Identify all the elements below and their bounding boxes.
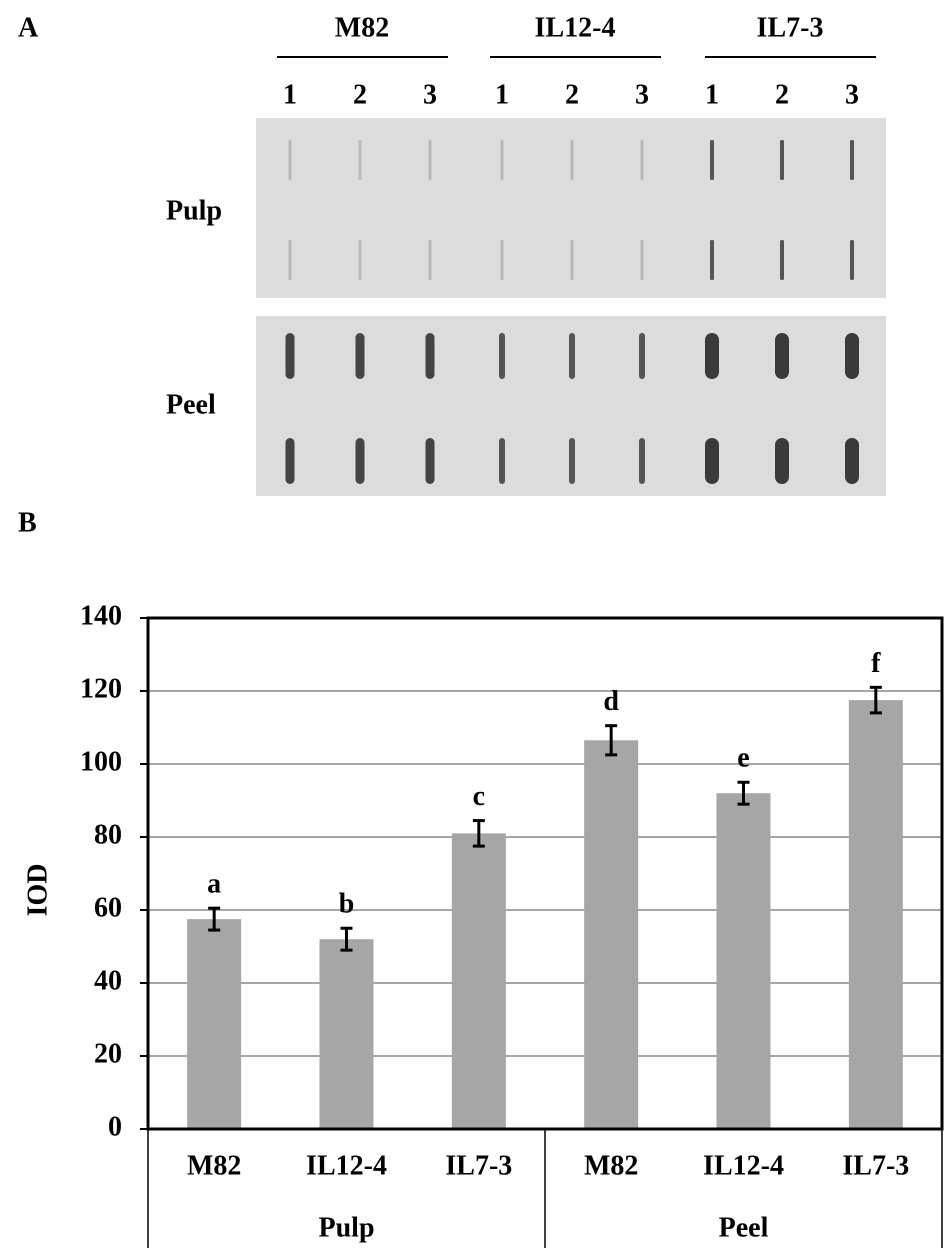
annotation: a — [207, 869, 221, 900]
group-label: IL12-4 — [535, 12, 616, 43]
group-label: Pulp — [318, 1212, 374, 1243]
blot-band — [775, 333, 789, 379]
y-tick-label: 0 — [108, 1111, 122, 1142]
blot-band — [780, 140, 784, 180]
blot-band — [426, 438, 435, 484]
blot-band — [571, 240, 574, 280]
blot-band — [780, 240, 784, 280]
blot-band — [639, 438, 645, 484]
blot-band — [356, 333, 365, 379]
lane-label: 2 — [565, 79, 579, 110]
blot-band — [426, 333, 435, 379]
x-tick-label: M82 — [584, 1150, 638, 1181]
blot-band — [286, 333, 295, 379]
blot-band — [499, 438, 505, 484]
x-tick-label: IL7-3 — [445, 1150, 512, 1181]
blot-band — [639, 333, 645, 379]
blot-band — [359, 140, 362, 180]
lane-label: 2 — [353, 79, 367, 110]
annotation: f — [871, 648, 881, 679]
blot-band — [499, 333, 505, 379]
bar — [849, 700, 903, 1129]
blot-band — [429, 140, 432, 180]
panel-label: B — [18, 507, 37, 538]
blot-band — [289, 240, 292, 280]
blot-band — [569, 438, 575, 484]
bar — [452, 833, 506, 1129]
y-tick-label: 80 — [94, 819, 122, 850]
row-label: Pulp — [166, 195, 222, 226]
y-tick-label: 120 — [80, 673, 122, 704]
lane-label: 3 — [423, 79, 437, 110]
y-axis-label: IOD — [22, 864, 53, 917]
blot-band — [356, 438, 365, 484]
y-tick-label: 60 — [94, 892, 122, 923]
annotation: e — [737, 743, 749, 774]
lane-label: 1 — [705, 79, 719, 110]
x-tick-label: M82 — [187, 1150, 241, 1181]
group-label: M82 — [335, 12, 389, 43]
blot-band — [641, 140, 644, 180]
y-tick-label: 20 — [94, 1038, 122, 1069]
blot-band — [359, 240, 362, 280]
annotation: c — [473, 781, 485, 812]
bar — [717, 793, 771, 1129]
lane-label: 3 — [635, 79, 649, 110]
blot-band — [641, 240, 644, 280]
row-label: Peel — [166, 389, 216, 420]
blot-band — [569, 333, 575, 379]
blot-band — [710, 140, 714, 180]
blot-band — [845, 438, 859, 484]
bar — [584, 740, 638, 1129]
blot-band — [429, 240, 432, 280]
blot-band — [850, 140, 854, 180]
blot-band — [705, 438, 719, 484]
bar — [320, 939, 374, 1129]
bar — [187, 919, 241, 1129]
blot-band — [775, 438, 789, 484]
x-tick-label: IL7-3 — [842, 1150, 909, 1181]
x-tick-label: IL12-4 — [703, 1150, 784, 1181]
y-tick-label: 140 — [80, 600, 122, 631]
lane-label: 3 — [845, 79, 859, 110]
lane-label: 2 — [775, 79, 789, 110]
annotation: b — [339, 889, 355, 920]
plot-frame — [148, 618, 942, 1129]
blot-band — [705, 333, 719, 379]
blot-band — [286, 438, 295, 484]
blot-band — [710, 240, 714, 280]
group-label: IL7-3 — [757, 12, 824, 43]
panel-label: A — [18, 12, 39, 43]
y-tick-label: 100 — [80, 746, 122, 777]
blot-band — [501, 140, 504, 180]
blot-band — [845, 333, 859, 379]
lane-label: 1 — [495, 79, 509, 110]
y-tick-label: 40 — [94, 965, 122, 996]
blot-band — [571, 140, 574, 180]
annotation: d — [603, 686, 619, 717]
lane-label: 1 — [283, 79, 297, 110]
group-label: Peel — [719, 1212, 769, 1243]
figure: A B Pulp Peel IOD M82IL12-4IL7-312312312… — [0, 0, 949, 1248]
blot-band — [850, 240, 854, 280]
blot-band — [289, 140, 292, 180]
blot-band — [501, 240, 504, 280]
x-tick-label: IL12-4 — [306, 1150, 387, 1181]
